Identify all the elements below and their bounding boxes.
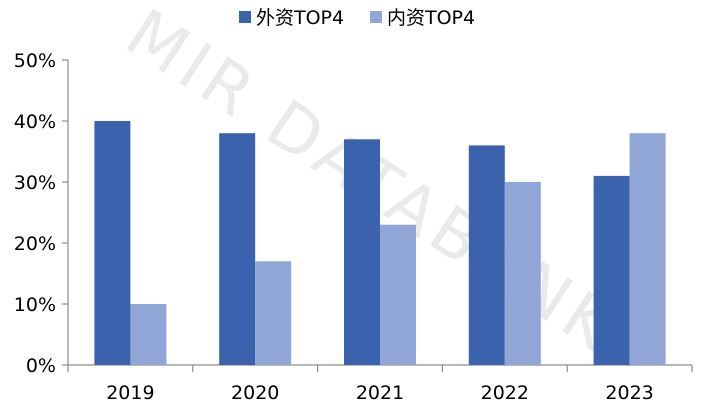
y-tick-label: 0% xyxy=(26,355,56,377)
y-tick-label: 20% xyxy=(14,233,56,255)
bar-series1-2019 xyxy=(94,121,131,365)
bar-series1-2023 xyxy=(593,175,630,365)
y-tick-label: 10% xyxy=(14,294,56,316)
x-tick-label: 2022 xyxy=(481,382,529,404)
legend-label: 外资TOP4 xyxy=(256,7,344,29)
bar-series2-2020 xyxy=(255,261,292,365)
y-tick-label: 50% xyxy=(14,50,56,72)
bar-series2-2023 xyxy=(629,133,666,365)
x-axis: 2019 2020 2021 2022 2023 xyxy=(67,364,693,404)
bar-series1-2022 xyxy=(468,145,505,365)
y-tick-label: 30% xyxy=(14,172,56,194)
legend-swatch xyxy=(370,11,382,23)
x-tick-label: 2019 xyxy=(106,382,154,404)
y-axis: 0% 10% 20% 30% 40% 50% xyxy=(14,50,69,377)
y-tick-label: 40% xyxy=(14,111,56,133)
bars xyxy=(94,121,666,365)
x-tick-label: 2021 xyxy=(356,382,404,404)
bar-series1-2020 xyxy=(219,133,256,365)
x-tick-label: 2023 xyxy=(605,382,653,404)
bar-series2-2021 xyxy=(380,224,416,365)
legend-label: 内资TOP4 xyxy=(387,7,475,29)
x-tick-label: 2020 xyxy=(231,382,279,404)
legend: 外资TOP4 内资TOP4 xyxy=(239,7,475,29)
bar-series2-2022 xyxy=(504,182,541,365)
bar-series1-2021 xyxy=(344,139,380,365)
bar-series2-2019 xyxy=(130,304,167,365)
legend-swatch xyxy=(239,11,251,23)
